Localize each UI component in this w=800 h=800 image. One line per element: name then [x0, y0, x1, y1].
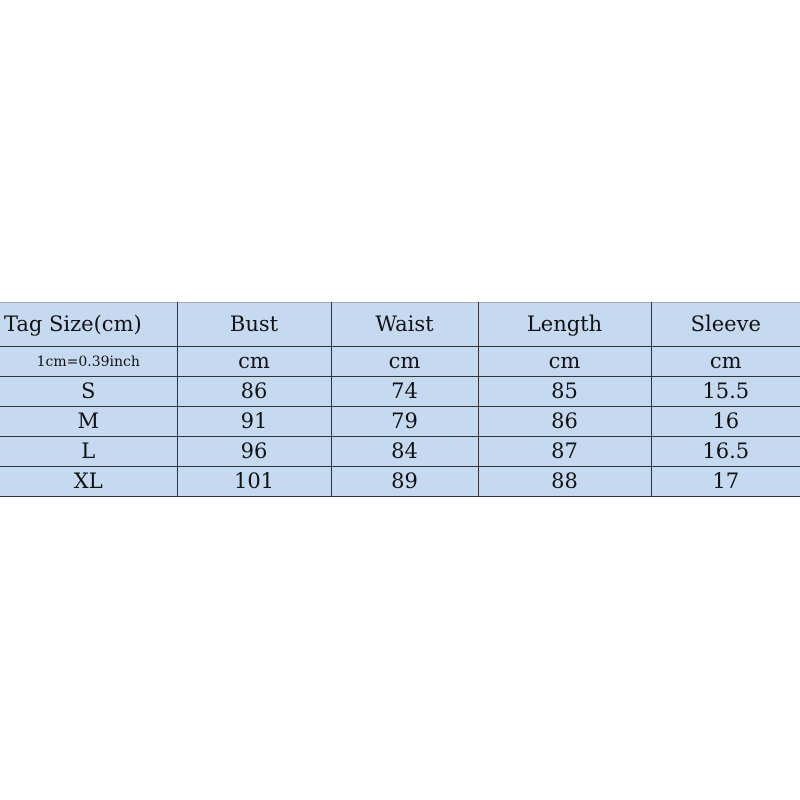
- table-cell: 89: [330, 466, 479, 497]
- table-cell: 85: [477, 376, 652, 407]
- table-cell: 86: [176, 376, 332, 407]
- unit-cell: cm: [477, 346, 652, 377]
- table-cell: 91: [176, 406, 332, 437]
- table-cell: 16: [650, 406, 800, 437]
- table-cell: 96: [176, 436, 332, 467]
- unit-cell: 1cm=0.39inch: [0, 346, 178, 377]
- header-cell: Bust: [176, 302, 332, 347]
- table-cell: 86: [477, 406, 652, 437]
- table-cell: 15.5: [650, 376, 800, 407]
- header-cell: Sleeve: [650, 302, 800, 347]
- unit-cell: cm: [650, 346, 800, 377]
- header-cell: Waist: [330, 302, 479, 347]
- table-row: S 86 74 85 15.5: [0, 376, 800, 407]
- table-cell: M: [0, 406, 178, 437]
- table-row: L 96 84 87 16.5: [0, 436, 800, 467]
- table-cell: 79: [330, 406, 479, 437]
- table-cell: 88: [477, 466, 652, 497]
- header-cell: Tag Size(cm): [0, 302, 178, 347]
- table-cell: 101: [176, 466, 332, 497]
- table-cell: 17: [650, 466, 800, 497]
- size-chart-table: Tag Size(cm) Bust Waist Length Sleeve 1c…: [0, 302, 800, 497]
- unit-cell: cm: [330, 346, 479, 377]
- table-cell: 74: [330, 376, 479, 407]
- table-row: M 91 79 86 16: [0, 406, 800, 437]
- header-row: Tag Size(cm) Bust Waist Length Sleeve: [0, 302, 800, 347]
- table-cell: XL: [0, 466, 178, 497]
- table-cell: L: [0, 436, 178, 467]
- table-cell: S: [0, 376, 178, 407]
- header-cell: Length: [477, 302, 652, 347]
- table-row: XL 101 89 88 17: [0, 466, 800, 497]
- units-row: 1cm=0.39inch cm cm cm cm: [0, 346, 800, 377]
- unit-cell: cm: [176, 346, 332, 377]
- table-cell: 16.5: [650, 436, 800, 467]
- table-cell: 87: [477, 436, 652, 467]
- table-cell: 84: [330, 436, 479, 467]
